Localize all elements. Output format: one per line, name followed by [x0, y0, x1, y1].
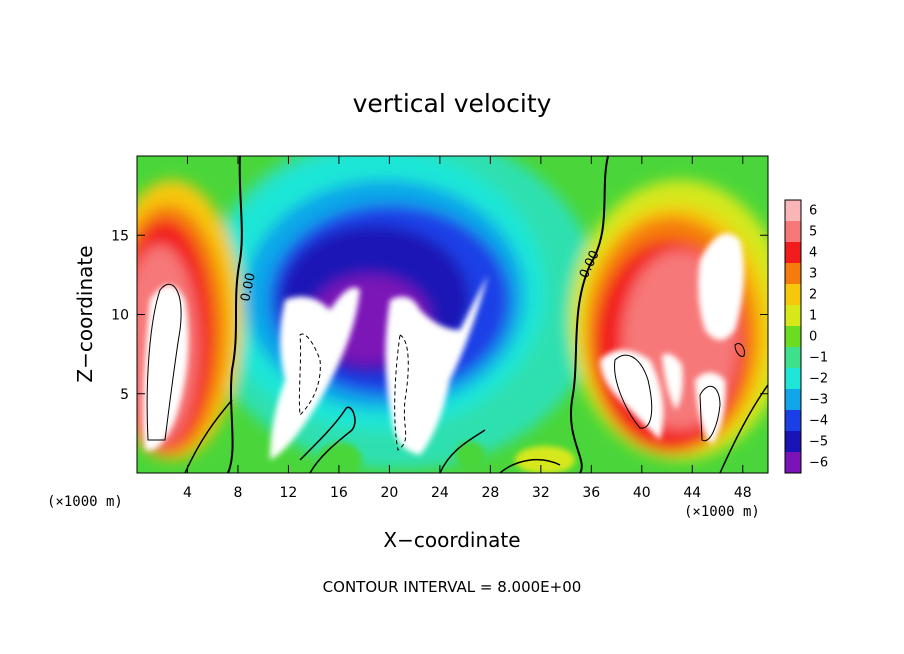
colorbar-swatch — [785, 326, 801, 348]
colorbar-label: 4 — [809, 246, 817, 261]
x-tick-label: 48 — [734, 485, 752, 501]
x-tick-label: 16 — [330, 485, 348, 501]
colorbar-label: 6 — [809, 204, 817, 219]
x-axis-ticks: 4 8 12 16 20 24 28 32 36 40 44 48 — [183, 156, 752, 501]
colorbar: 6 5 4 3 2 1 0 −1 −2 −3 −4 −5 −6 — [784, 199, 828, 474]
x-tick-label: 20 — [380, 485, 398, 501]
contour-interval-note: CONTOUR INTERVAL = 8.000E+00 — [323, 578, 582, 596]
heatmap-field: 0.00 0.00 — [137, 156, 768, 473]
chart-title: vertical velocity — [353, 89, 552, 118]
y-tick-label: 15 — [111, 228, 129, 244]
x-axis-label: X−coordinate — [383, 528, 520, 552]
colorbar-label: 5 — [809, 225, 817, 240]
colorbar-swatch — [785, 200, 801, 222]
colorbar-label: −1 — [809, 351, 828, 366]
colorbar-label: −5 — [809, 435, 828, 450]
colorbar-swatch — [785, 389, 801, 411]
colorbar-swatch — [785, 368, 801, 390]
colorbar-swatch — [785, 242, 801, 264]
contour-label: 0.00 — [238, 272, 259, 303]
x-tick-label: 28 — [481, 485, 499, 501]
colorbar-swatch — [785, 305, 801, 327]
colorbar-label: −4 — [809, 414, 828, 429]
colorbar-swatch — [785, 284, 801, 306]
x-unit-left: (×1000 m) — [47, 494, 123, 510]
y-axis-ticks: 5 10 15 — [111, 228, 768, 403]
x-unit-right: (×1000 m) — [684, 504, 760, 520]
x-tick-label: 4 — [183, 485, 192, 501]
colorbar-swatch — [785, 221, 801, 243]
y-tick-label: 5 — [120, 387, 129, 403]
x-tick-label: 12 — [280, 485, 298, 501]
x-tick-label: 24 — [431, 485, 449, 501]
colorbar-label: −3 — [809, 393, 828, 408]
y-axis-label: Z−coordinate — [73, 245, 97, 382]
colorbar-label: −6 — [809, 456, 828, 471]
x-tick-label: 32 — [532, 485, 550, 501]
colorbar-label: 2 — [809, 288, 817, 303]
colorbar-label: 1 — [809, 309, 817, 324]
colorbar-swatch — [785, 452, 801, 474]
colorbar-swatch — [785, 410, 801, 432]
x-tick-label: 36 — [582, 485, 600, 501]
colorbar-label: 3 — [809, 267, 817, 282]
x-tick-label: 44 — [683, 485, 701, 501]
x-tick-label: 8 — [233, 485, 242, 501]
x-tick-label: 40 — [633, 485, 651, 501]
colorbar-swatch — [785, 263, 801, 285]
colorbar-frame — [784, 199, 802, 474]
y-tick-label: 10 — [111, 308, 129, 324]
colorbar-label: −2 — [809, 372, 828, 387]
colorbar-swatch — [785, 347, 801, 369]
colorbar-label: 0 — [809, 330, 817, 345]
colorbar-swatch — [785, 431, 801, 453]
